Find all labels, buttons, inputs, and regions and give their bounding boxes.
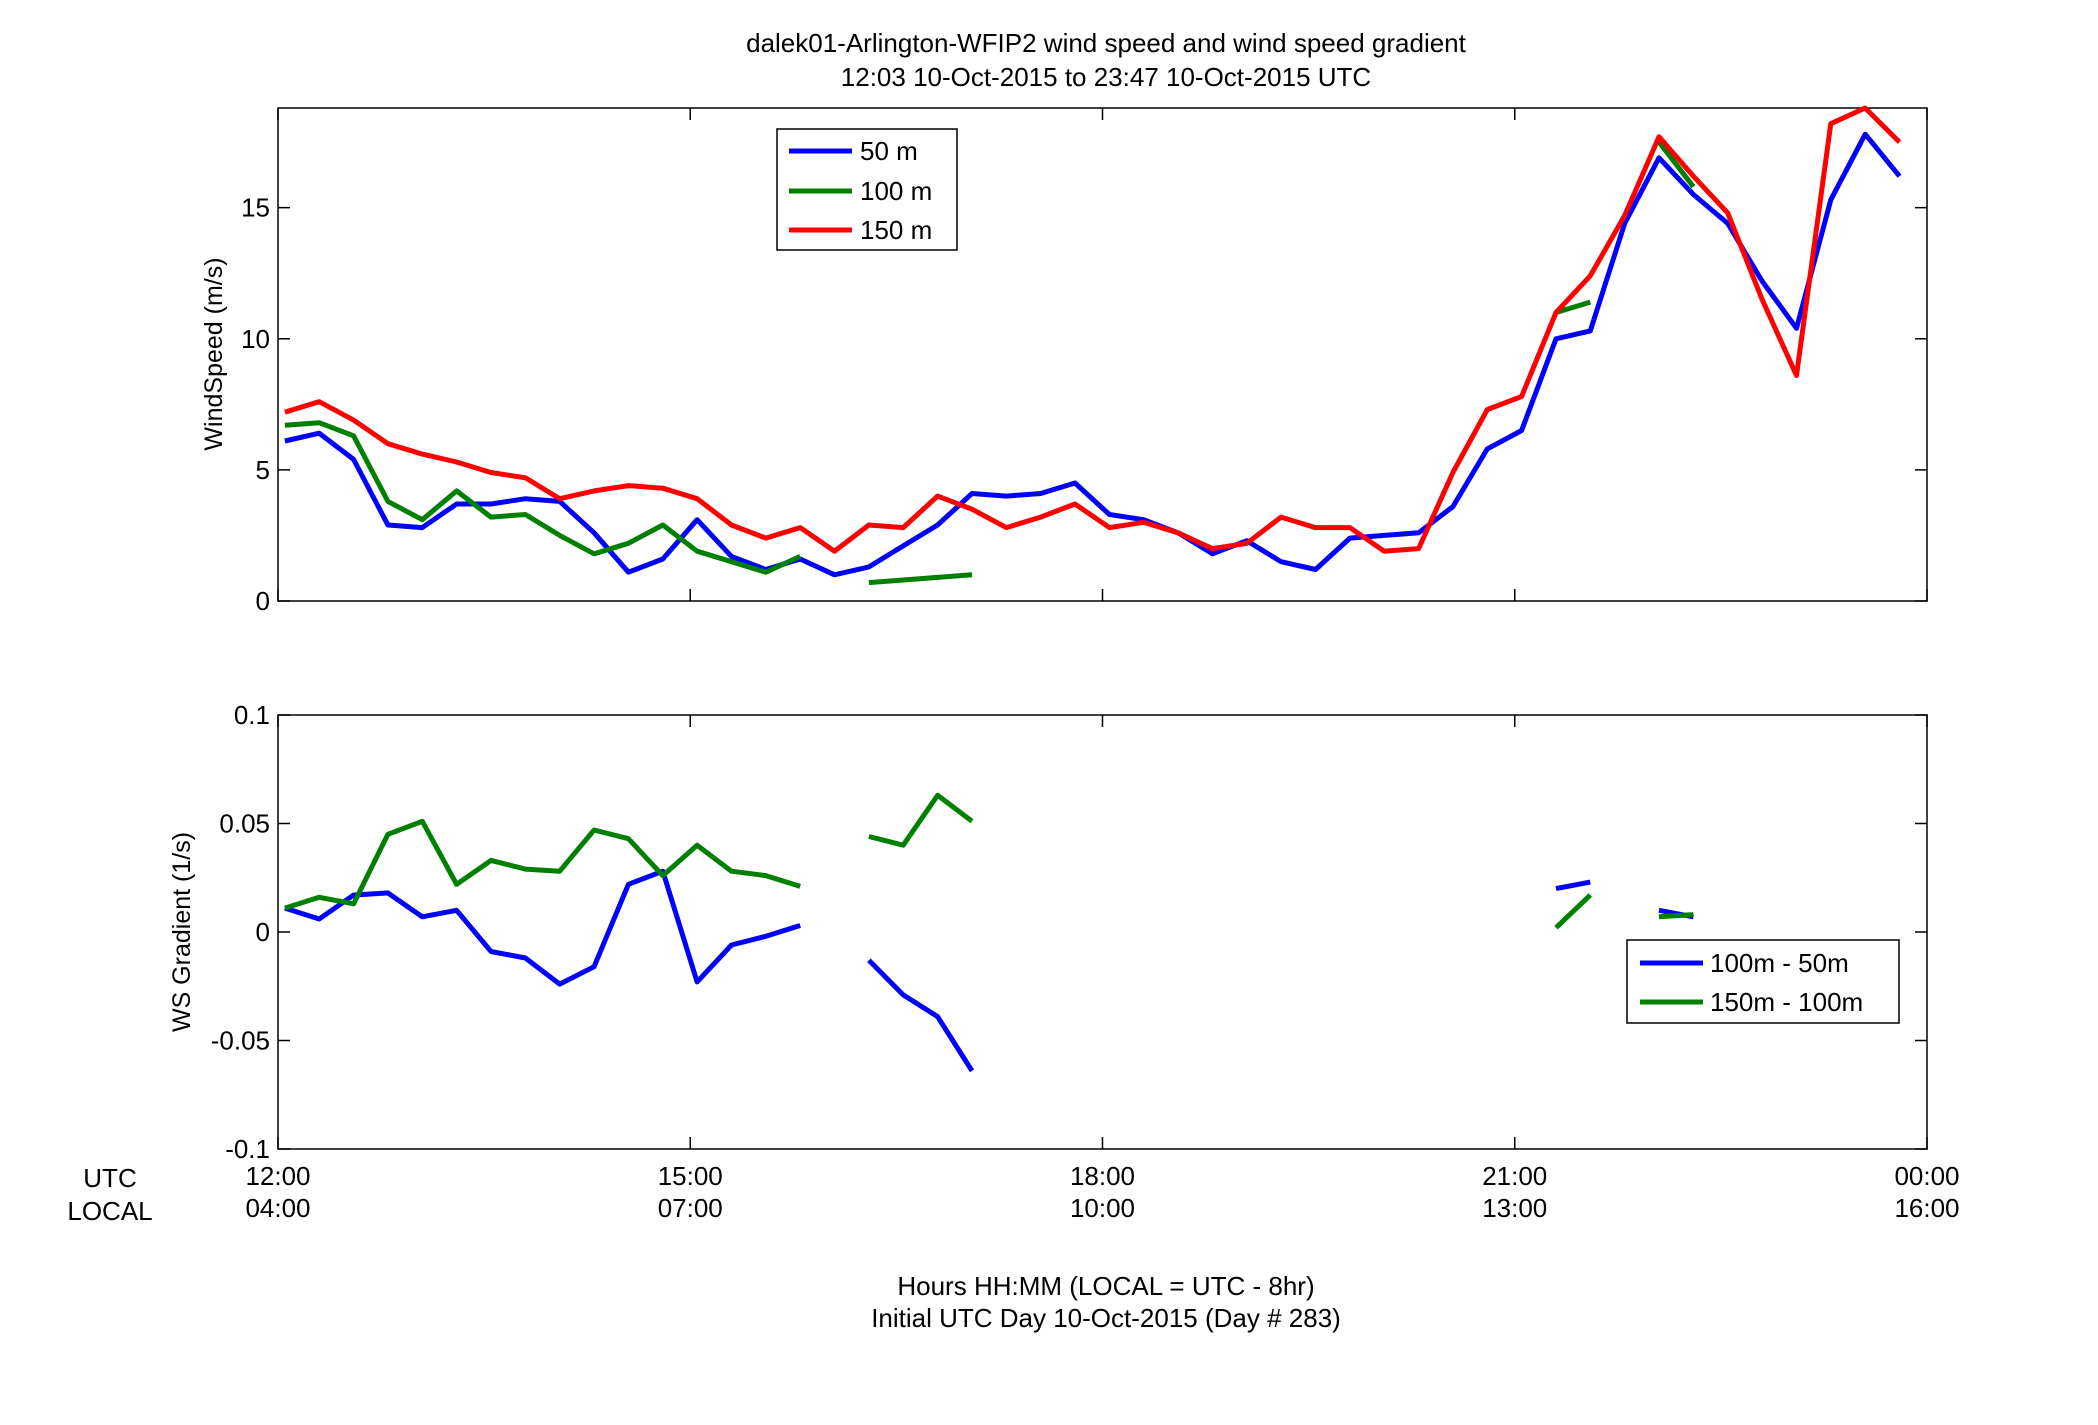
windspeed-ytick-label: 5 <box>256 455 270 485</box>
xtick-label-local: 13:00 <box>1482 1193 1547 1223</box>
gradient-panel: -0.1 -0.05 0 0.05 0.1 WS Gradient (1/s) 100m… <box>168 700 1928 1164</box>
gradient-series-1-segment-0 <box>284 818 801 911</box>
gradient-series-1-segment-1 <box>868 792 974 848</box>
gradient-series-1-segment-2 <box>1554 893 1593 930</box>
windspeed-series-2-segment-0 <box>284 105 1902 554</box>
chart-title-line1: dalek01-Arlington-WFIP2 wind speed and w… <box>746 28 1467 58</box>
windspeed-series-group <box>284 105 1902 586</box>
gradient-ytick-label: 0 <box>256 917 270 947</box>
windspeed-ytick-label: 15 <box>241 193 270 223</box>
xaxis-local-label: LOCAL <box>67 1196 152 1226</box>
xtick-label-local: 04:00 <box>245 1193 310 1223</box>
gradient-series-0-segment-1 <box>867 958 975 1073</box>
xtick-label-local: 10:00 <box>1070 1193 1135 1223</box>
xtick-label-utc: 12:00 <box>245 1161 310 1191</box>
xtick-label-utc: 00:00 <box>1894 1161 1959 1191</box>
gradient-xticks <box>277 715 1928 1149</box>
windspeed-xticks <box>277 108 1928 601</box>
windspeed-ytick-label: 10 <box>241 324 270 354</box>
windspeed-series-1-segment-3 <box>1657 140 1696 189</box>
xtick-label-local: 16:00 <box>1894 1193 1959 1223</box>
gradient-ytick-label: 0.1 <box>234 700 270 730</box>
gradient-legend-box <box>1626 939 1900 1024</box>
windspeed-series-0-segment-0 <box>284 131 1902 578</box>
windspeed-series-1-segment-1 <box>868 572 973 586</box>
gradient-series-1-segment-3 <box>1658 912 1694 920</box>
xaxis-utc-label: UTC <box>83 1163 136 1193</box>
windspeed-legend: 50 m 100 m 150 m <box>776 128 958 251</box>
gradient-yticks: -0.1 -0.05 0 0.05 0.1 <box>211 700 1927 1164</box>
xtick-label-utc: 15:00 <box>658 1161 723 1191</box>
xtick-label-local: 07:00 <box>658 1193 723 1223</box>
chart-title-line2: 12:03 10-Oct-2015 to 23:47 10-Oct-2015 U… <box>841 62 1371 92</box>
legend-label-150m: 150 m <box>860 215 932 245</box>
gradient-series-0-segment-2 <box>1555 879 1591 892</box>
windspeed-series-1-segment-2 <box>1555 299 1592 315</box>
gradient-ytick-label: -0.1 <box>225 1134 270 1164</box>
gradient-plot-frame <box>277 714 1928 1150</box>
windspeed-series-1-segment-0 <box>284 420 802 575</box>
xtick-label-utc: 21:00 <box>1482 1161 1547 1191</box>
xaxis-footer-line1: Hours HH:MM (LOCAL = UTC - 8hr) <box>897 1271 1314 1301</box>
xtick-label-utc: 18:00 <box>1070 1161 1135 1191</box>
legend-label-100m: 100 m <box>860 176 932 206</box>
gradient-series-group <box>284 792 1694 1073</box>
legend-label-100m-50m: 100m - 50m <box>1710 948 1849 978</box>
windspeed-ytick-label: 0 <box>256 586 270 616</box>
gradient-ytick-label: 0.05 <box>219 809 270 839</box>
windspeed-ylabel: WindSpeed (m/s) <box>200 257 228 450</box>
gradient-ylabel: WS Gradient (1/s) <box>168 832 196 1032</box>
gradient-ytick-label: -0.05 <box>211 1026 270 1056</box>
gradient-series-0-segment-0 <box>284 868 801 987</box>
gradient-legend: 100m - 50m 150m - 100m <box>1626 939 1900 1024</box>
legend-label-150m-100m: 150m - 100m <box>1710 987 1863 1017</box>
xaxis-footer-line2: Initial UTC Day 10-Oct-2015 (Day # 283) <box>871 1303 1341 1333</box>
windspeed-panel: 0 5 10 15 WindSpeed (m/s) 50 m 100 m 150 m <box>200 105 1928 616</box>
windspeed-yticks: 0 5 10 15 <box>241 193 1927 616</box>
legend-label-50m: 50 m <box>860 136 918 166</box>
